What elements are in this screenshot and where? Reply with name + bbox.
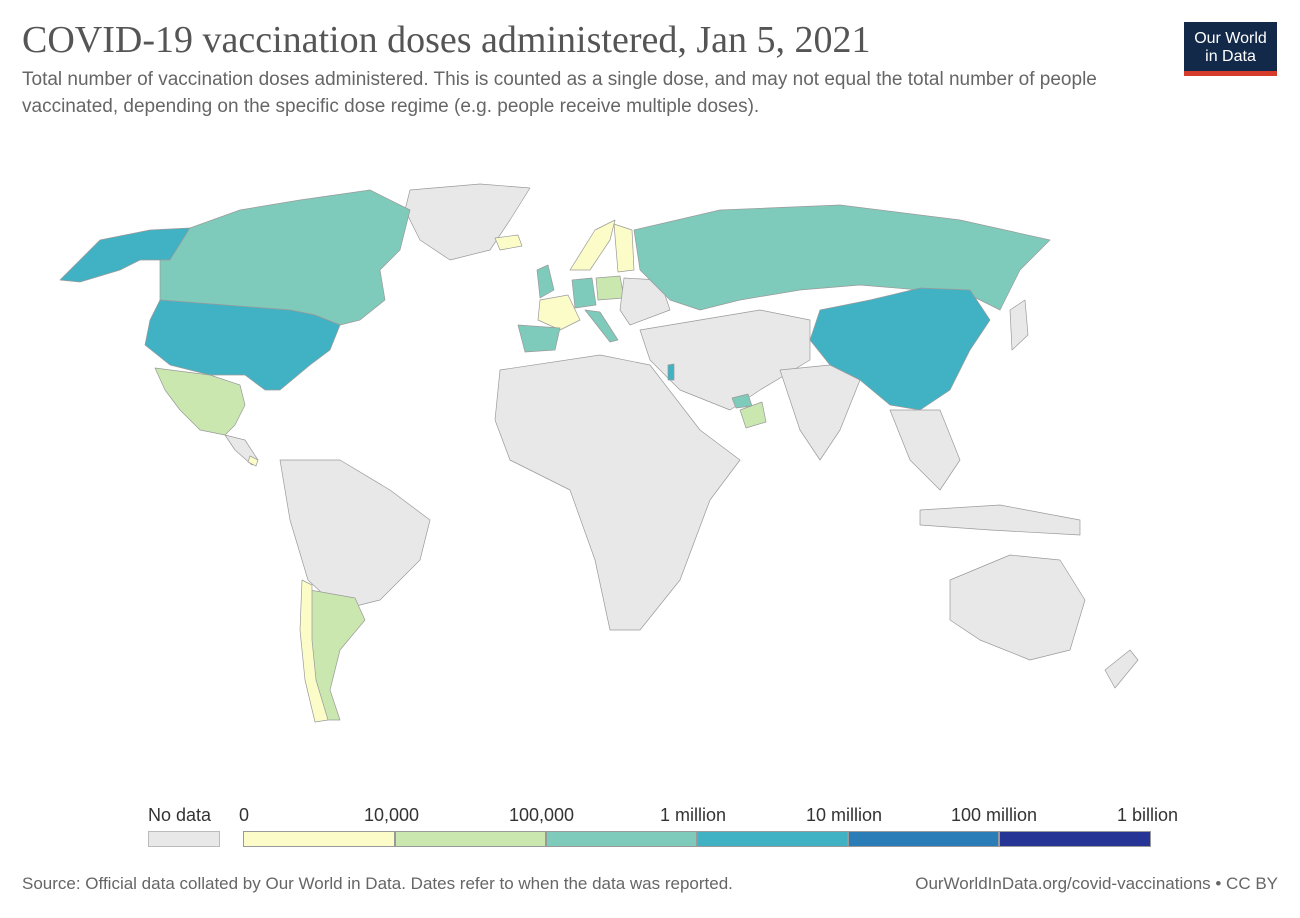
owid-logo[interactable]: Our World in Data [1184,22,1277,76]
legend-bin-10m-100m[interactable] [848,831,999,847]
region-canada[interactable] [159,189,411,326]
footer-url[interactable]: OurWorldInData.org/covid-vaccinations • … [915,874,1278,893]
legend-tick-10000: 10,000 [364,805,420,825]
region-oman[interactable] [739,401,767,429]
region-africa[interactable] [494,354,741,631]
region-south-asia[interactable] [779,364,861,461]
region-japan[interactable] [1009,299,1029,351]
region-chile[interactable] [299,579,329,723]
region-italy[interactable] [584,309,619,343]
world-map [59,183,1139,723]
region-spain[interactable] [517,324,561,353]
legend-bin-0-10k[interactable] [243,831,395,847]
region-poland[interactable] [595,275,625,301]
region-finland[interactable] [613,223,635,273]
legend-no-data-label: No data [148,805,212,825]
region-australia[interactable] [949,554,1086,661]
legend-tick-1b: 1 billion [1117,805,1179,825]
region-south-america[interactable] [279,459,431,611]
chart-title: COVID-19 vaccination doses administered,… [22,19,871,61]
region-southeast-asia[interactable] [889,409,961,491]
region-new-zealand[interactable] [1104,649,1139,689]
legend-bin-1m-10m[interactable] [697,831,848,847]
legend-tick-0: 0 [239,805,250,825]
region-costa-rica[interactable] [247,455,259,467]
chart-subtitle: Total number of vaccination doses admini… [22,69,1097,117]
footer-source: Source: Official data collated by Our Wo… [22,874,733,893]
region-greenland[interactable] [404,183,531,261]
region-russia[interactable] [633,204,1051,311]
legend-bin-100m-1b[interactable] [999,831,1151,847]
region-uk[interactable] [536,264,555,299]
legend-bin-100k-1m[interactable] [546,831,697,847]
legend-bin-10k-100k[interactable] [395,831,546,847]
legend-tick-100000: 100,000 [509,805,575,825]
region-indonesia[interactable] [919,504,1081,536]
region-iceland[interactable] [494,234,523,251]
legend-tick-100m: 100 million [951,805,1038,825]
region-israel[interactable] [667,363,675,381]
legend-no-data-swatch[interactable] [148,831,220,847]
legend-tick-1m: 1 million [660,805,727,825]
region-germany[interactable] [571,277,597,309]
region-mexico[interactable] [154,367,246,436]
region-usa[interactable] [144,299,341,391]
legend-tick-10m: 10 million [806,805,883,825]
region-norway[interactable] [569,219,616,271]
logo-line-1: Our World [1194,30,1267,47]
region-france[interactable] [537,294,581,331]
logo-line-2: in Data [1205,48,1256,65]
